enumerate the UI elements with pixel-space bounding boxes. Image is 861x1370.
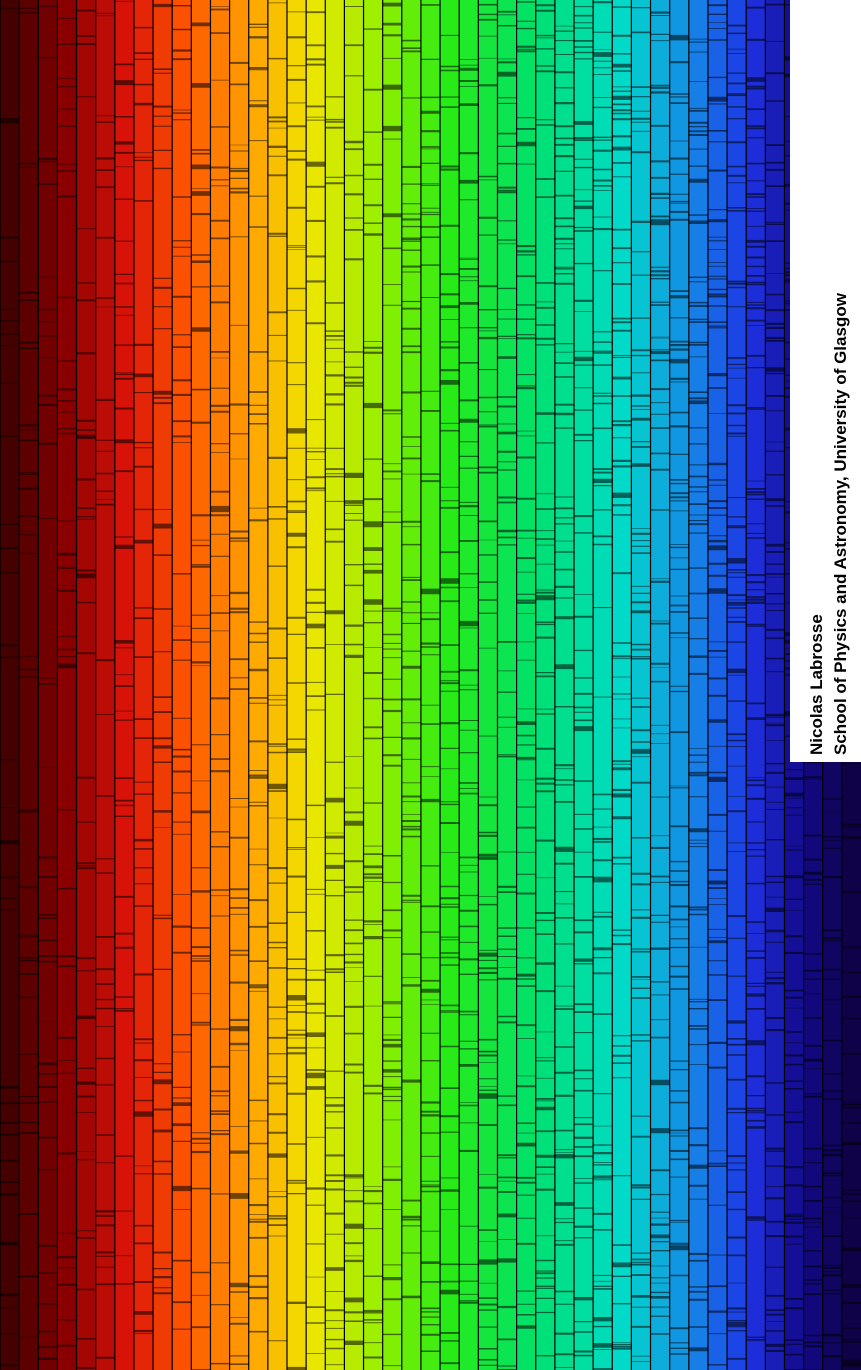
spectrum-strip [651,0,671,1370]
spectrum-strip [134,0,154,1370]
spectrum-strip [57,0,77,1370]
solar-spectrum: Nicolas Labrosse School of Physics and A… [0,0,861,1370]
spectrum-strip [306,0,326,1370]
spectrum-strip [230,0,250,1370]
spectrum-strip [631,0,651,1370]
spectrum-strip [727,0,747,1370]
spectrum-strips [0,0,861,1370]
spectrum-strip [268,0,288,1370]
spectrum-strip [96,0,116,1370]
spectrum-strip [344,0,364,1370]
spectrum-strip [536,0,556,1370]
author: Nicolas Labrosse [807,614,826,755]
spectrum-strip [38,0,58,1370]
spectrum-strip [172,0,192,1370]
spectrum-strip [115,0,135,1370]
spectrum-strip [574,0,594,1370]
spectrum-strip [478,0,498,1370]
spectrum-strip [670,0,690,1370]
spectrum-strip [440,0,460,1370]
spectrum-strip [497,0,517,1370]
spectrum-strip [0,0,20,1370]
page: Solar spectrum {"credit": {"author": "Ni… [0,0,861,1370]
spectrum-strip [191,0,211,1370]
spectrum-strip [402,0,422,1370]
spectrum-strip [708,0,728,1370]
spectrum-strip [19,0,39,1370]
spectrum-strip [517,0,537,1370]
spectrum-strip [383,0,403,1370]
spectrum-strip [555,0,575,1370]
spectrum-strip [153,0,173,1370]
page-body: Nicolas Labrosse School of Physics and A… [0,0,861,1370]
spectrum-strip [325,0,345,1370]
spectrum-strip [689,0,709,1370]
spectrum-strip [765,0,785,1370]
spectrum-strip [77,0,97,1370]
spectrum-strip [249,0,269,1370]
spectrum-strip [612,0,632,1370]
spectrum-strip [421,0,441,1370]
spectrum-strip [210,0,230,1370]
spectrum-strip [746,0,766,1370]
affiliation: School of Physics and Astronomy, Univers… [831,292,850,755]
spectrum-strip [287,0,307,1370]
